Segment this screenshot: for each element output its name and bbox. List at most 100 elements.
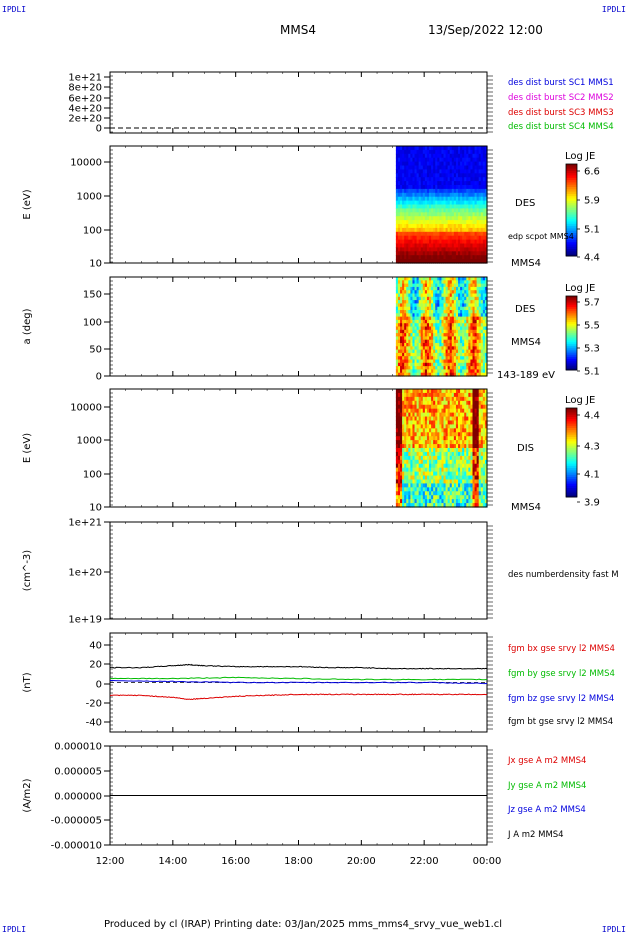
- p6-ytick-label: -20: [86, 699, 102, 710]
- p2-colorbar-frame: [565, 163, 578, 257]
- p3-ytick-label: 100: [83, 318, 102, 329]
- p4-ytick-label: 1000: [77, 436, 102, 447]
- p2-colorbar-tick-label: 4.4: [584, 253, 600, 264]
- p1-ytick-label: 1e+21: [68, 73, 102, 84]
- p4-ylabel: E (eV): [22, 433, 33, 463]
- p3-ytick-label: 50: [89, 345, 102, 356]
- p4-side-label: DIS: [517, 443, 534, 454]
- p6-series-bt: [109, 663, 488, 670]
- p2-side-label: edp scpot MMS4: [508, 232, 574, 241]
- p3-side-label: DES: [515, 304, 535, 315]
- time-tick-label: 12:00: [96, 856, 125, 867]
- p6-legend-entry: fgm bt gse srvy l2 MMS4: [508, 717, 613, 727]
- p6-series-bz: [110, 680, 488, 685]
- p4-colorbar-tick-label: 4.3: [584, 442, 600, 453]
- p3-colorbar-tick-label: 5.7: [584, 298, 600, 309]
- p6-legend-entry: fgm by gse srvy l2 MMS4: [508, 669, 615, 679]
- p3-ytick-label: 0: [96, 372, 102, 383]
- p3-colorbar: [566, 296, 577, 371]
- p2-colorbar-title: Log JE: [565, 151, 595, 162]
- p6-ylabel: (nT): [22, 672, 33, 692]
- p3-ytick-label: 150: [83, 290, 102, 301]
- p2-ytick-label: 1000: [77, 192, 102, 203]
- p6-ytick-label: -40: [86, 718, 102, 729]
- p3-colorbar-frame: [565, 295, 578, 371]
- p5-frame: [109, 521, 488, 620]
- p7-ytick-label: 0.000000: [54, 792, 102, 803]
- p1-ytick-label: 0: [96, 124, 102, 135]
- p7-legend-entry: Jy gse A m2 MMS4: [507, 781, 586, 791]
- p2-ytick-label: 10000: [70, 158, 102, 169]
- p2-colorbar-tick-label: 5.1: [584, 225, 600, 236]
- p6-ytick-label: 20: [89, 660, 102, 671]
- time-tick-label: 22:00: [410, 856, 439, 867]
- p4-ytick-label: 10: [89, 503, 102, 514]
- p1-ytick-label: 4e+20: [68, 104, 102, 115]
- p2-side-label: MMS4: [511, 258, 541, 269]
- corner-label-top-left: IPDLI: [2, 5, 27, 14]
- p6-series-bx: [109, 693, 488, 701]
- p3-side-label: MMS4: [511, 337, 541, 348]
- p1-ytick-label: 8e+20: [68, 83, 102, 94]
- p4-ytick-label: 100: [83, 470, 102, 481]
- p1-legend-entry: des dist burst SC2 MMS2: [508, 93, 614, 103]
- corner-label-top-right: IPDLI: [601, 5, 626, 14]
- p4-colorbar-tick-label: 4.4: [584, 411, 600, 422]
- p4-colorbar: [566, 408, 577, 498]
- p4-ytick-label: 10000: [70, 403, 102, 414]
- p7-ytick-label: 0.000010: [54, 742, 102, 753]
- p1-ytick-label: 2e+20: [68, 114, 102, 125]
- p7-legend-entry: Jz gse A m2 MMS4: [507, 805, 586, 815]
- p4-colorbar-title: Log JE: [565, 395, 595, 406]
- p7-legend-entry: J A m2 MMS4: [507, 830, 564, 840]
- p2-ylabel: E (eV): [22, 189, 33, 219]
- header-datetime: 13/Sep/2022 12:00: [428, 23, 543, 37]
- p6-ytick-label: 0: [96, 680, 102, 691]
- p1-legend-entry: des dist burst SC3 MMS3: [508, 108, 614, 118]
- p3-spectrogram: [395, 277, 488, 377]
- p7-ytick-label: -0.000005: [51, 816, 102, 827]
- p3-ylabel: a (deg): [22, 308, 33, 344]
- p5-ylabel: (cm^-3): [22, 550, 33, 591]
- p7-ytick-label: 0.000005: [54, 767, 102, 778]
- p2-colorbar-tick-label: 5.9: [584, 196, 600, 207]
- p4-colorbar-frame: [565, 407, 578, 498]
- p2-spectrogram: [395, 146, 488, 264]
- p5-ytick-label: 1e+19: [68, 615, 102, 626]
- p2-side-label: DES: [515, 198, 535, 209]
- time-tick-label: 18:00: [284, 856, 313, 867]
- p3-colorbar-title: Log JE: [565, 283, 595, 294]
- p6-ytick-label: 40: [89, 641, 102, 652]
- p4-colorbar-tick-label: 4.1: [584, 470, 600, 481]
- p5-legend-entry: des numberdensity fast M: [508, 570, 619, 580]
- p7-legend-entry: Jx gse A m2 MMS4: [507, 756, 586, 766]
- time-tick-label: 16:00: [221, 856, 250, 867]
- time-tick-label: 00:00: [473, 856, 502, 867]
- p5-ytick-label: 1e+21: [68, 518, 102, 529]
- corner-label-bottom-right: IPDLI: [601, 925, 626, 934]
- p6-legend-entry: fgm bz gse srvy l2 MMS4: [508, 694, 614, 704]
- p3-side-label: 143-189 eV: [497, 370, 555, 381]
- p6-series-by: [109, 676, 488, 681]
- p4-colorbar-tick-label: 3.9: [584, 498, 600, 509]
- p3-colorbar-tick-label: 5.3: [584, 344, 600, 355]
- p2-ytick-label: 10: [89, 259, 102, 270]
- p3-colorbar-tick-label: 5.5: [584, 321, 600, 332]
- time-tick-label: 14:00: [158, 856, 187, 867]
- p3-colorbar-tick-label: 5.1: [584, 367, 600, 378]
- p4-spectrogram: [395, 389, 488, 508]
- header-spacecraft: MMS4: [280, 23, 316, 37]
- p2-ytick-label: 100: [83, 226, 102, 237]
- corner-label-bottom-left: IPDLI: [2, 925, 27, 934]
- p1-legend-entry: des dist burst SC4 MMS4: [508, 122, 614, 132]
- p7-ytick-label: -0.000010: [51, 841, 102, 852]
- p7-ylabel: (A/m2): [22, 778, 33, 812]
- time-tick-label: 20:00: [347, 856, 376, 867]
- p2-colorbar: [566, 164, 577, 257]
- p1-frame: [109, 71, 488, 134]
- p1-ytick-label: 6e+20: [68, 94, 102, 105]
- p4-side-label: MMS4: [511, 502, 541, 513]
- p1-legend-entry: des dist burst SC1 MMS1: [508, 78, 614, 88]
- footer-text: Produced by cl (IRAP) Printing date: 03/…: [104, 919, 503, 930]
